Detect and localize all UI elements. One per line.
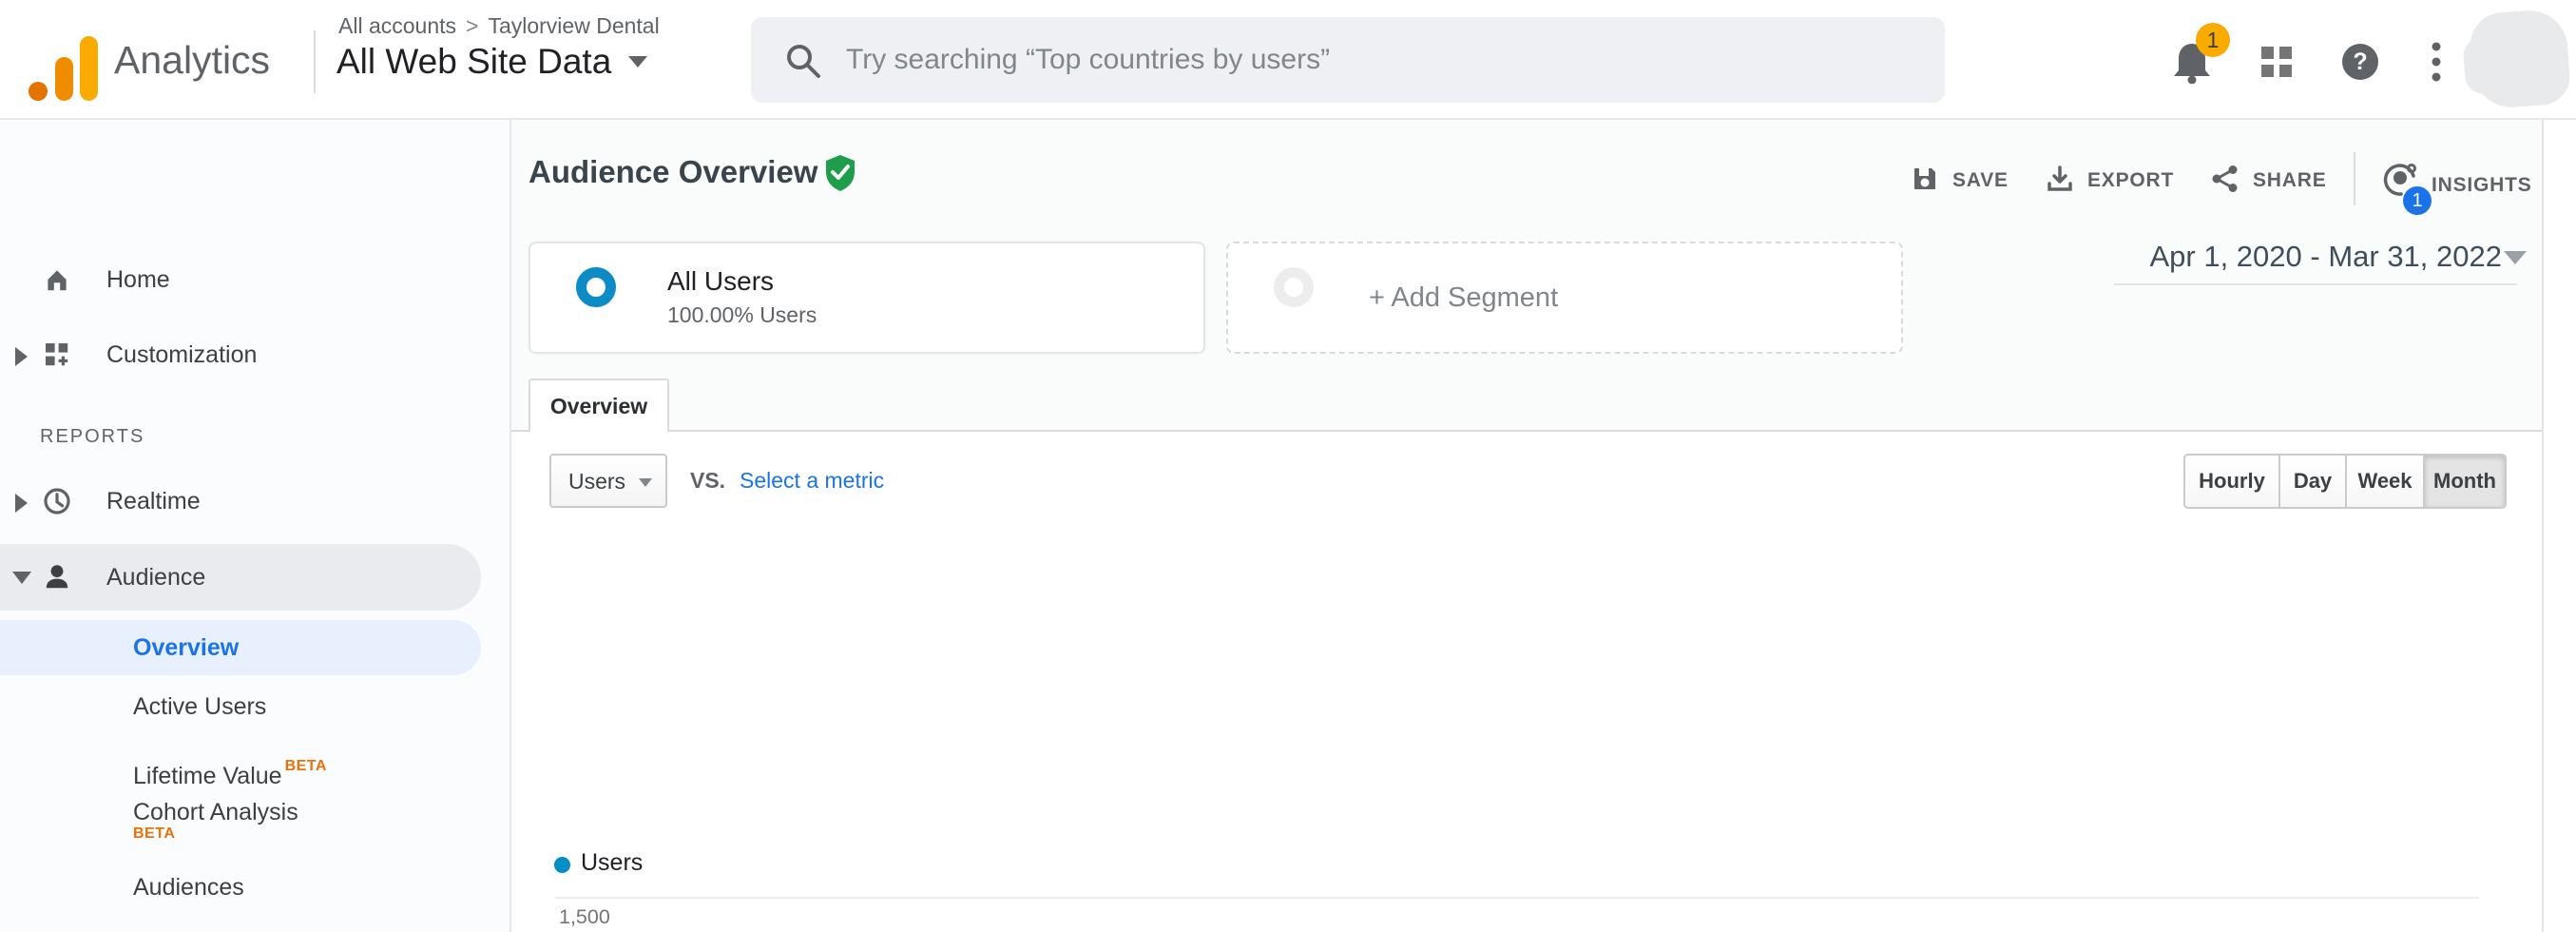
- beta-badge: BETA: [133, 825, 176, 842]
- search-input[interactable]: [846, 17, 1911, 103]
- logo-bar-dot: [29, 82, 48, 101]
- more-vertical-icon[interactable]: [2430, 40, 2443, 84]
- sidebar-item-user-explorer[interactable]: User Explorer: [0, 923, 481, 932]
- breadcrumb-separator: >: [466, 13, 479, 38]
- sidebar-section-reports: REPORTS: [40, 426, 145, 447]
- sidebar-item-label: Customization: [106, 341, 258, 368]
- chevron-down-icon: [2504, 251, 2527, 264]
- legend-users-dot: [554, 857, 570, 873]
- segment-subtitle: 100.00% Users: [667, 302, 817, 327]
- sidebar-item-label: Active Users: [133, 693, 267, 720]
- sidebar-item-active-users[interactable]: Active Users: [0, 680, 481, 733]
- add-segment-label: + Add Segment: [1369, 282, 1559, 313]
- save-icon: [1914, 168, 1935, 189]
- share-icon: [2212, 165, 2238, 192]
- share-button[interactable]: SHARE: [2211, 162, 2327, 200]
- customization-icon: [46, 343, 68, 366]
- home-icon: [48, 270, 67, 291]
- main-content: Audience Overview SAVE EXPORT SHARE: [511, 120, 2576, 932]
- actions-divider: [2354, 152, 2355, 205]
- sidebar-item-cohort-analysis[interactable]: Cohort Analysis BETA: [0, 791, 481, 858]
- granularity-group: Hourly Day Week Month: [2183, 454, 2507, 509]
- download-icon: [2047, 165, 2072, 191]
- clock-icon: [44, 488, 70, 515]
- granularity-month-button[interactable]: Month: [2425, 456, 2505, 507]
- sidebar: Home Customization REPORTS Realtime Audi…: [0, 120, 511, 932]
- page-title: Audience Overview: [529, 154, 818, 189]
- app-header: Analytics All accounts > Taylorview Dental…: [0, 0, 2576, 120]
- chevron-down-icon: [639, 478, 652, 487]
- insights-button[interactable]: INSIGHTS: [2382, 162, 2532, 200]
- expand-right-icon[interactable]: [15, 494, 28, 513]
- svg-text:?: ?: [2353, 49, 2367, 75]
- beta-badge: BETA: [284, 758, 327, 774]
- sidebar-item-label: Overview: [133, 634, 240, 661]
- granularity-week-button[interactable]: Week: [2347, 456, 2425, 507]
- chevron-down-icon: [628, 56, 648, 68]
- segment-ring-icon: [576, 267, 616, 307]
- metric-dropdown[interactable]: Users: [549, 454, 667, 508]
- sidebar-item-audiences[interactable]: Audiences: [0, 861, 481, 914]
- date-range-value: Apr 1, 2020 - Mar 31, 2022: [2149, 240, 2502, 273]
- vs-label: VS.: [690, 468, 726, 493]
- granularity-hourly-button[interactable]: Hourly: [2185, 456, 2280, 507]
- export-button[interactable]: EXPORT: [2046, 162, 2174, 200]
- sidebar-item-lifetime-value[interactable]: Lifetime Value BETA: [0, 740, 481, 793]
- export-label: EXPORT: [2087, 169, 2175, 191]
- logo-bar-mid: [55, 57, 73, 101]
- content-right-border: [2542, 120, 2544, 932]
- insights-badge: 1: [2403, 186, 2432, 215]
- expand-right-icon[interactable]: [15, 347, 28, 366]
- save-label: SAVE: [1952, 169, 2009, 191]
- global-search: [751, 17, 1945, 103]
- save-button[interactable]: SAVE: [1911, 162, 2009, 200]
- help-icon[interactable]: ?: [2340, 42, 2380, 82]
- header-divider: [314, 30, 316, 93]
- metric-dropdown-value: Users: [568, 469, 626, 494]
- person-icon: [46, 565, 68, 589]
- sidebar-item-label: Realtime: [106, 488, 201, 515]
- sidebar-item-home[interactable]: Home: [0, 253, 481, 306]
- account-avatar[interactable]: [2468, 8, 2572, 110]
- logo-bar-tall: [80, 36, 98, 101]
- expand-down-icon[interactable]: [12, 572, 31, 584]
- users-line-chart[interactable]: 5001,0001,50020212022: [511, 881, 2546, 932]
- select-metric-link[interactable]: Select a metric: [740, 468, 885, 493]
- property-name: All Web Site Data: [336, 42, 612, 81]
- apps-grid-icon[interactable]: [2259, 44, 2295, 80]
- sidebar-item-label: Cohort Analysis: [133, 799, 298, 825]
- legend-users-label: Users: [581, 849, 644, 876]
- svg-text:1,500: 1,500: [559, 905, 610, 928]
- sidebar-item-overview[interactable]: Overview: [0, 620, 481, 675]
- sidebar-item-label: Audience: [106, 564, 206, 591]
- granularity-day-button[interactable]: Day: [2280, 456, 2347, 507]
- breadcrumb-all-accounts[interactable]: All accounts: [338, 13, 457, 38]
- tab-overview[interactable]: Overview: [529, 379, 669, 432]
- search-icon: [787, 45, 820, 78]
- property-selector[interactable]: All Web Site Data: [336, 42, 648, 82]
- breadcrumb: All accounts > Taylorview Dental: [338, 13, 660, 39]
- notifications-badge: 1: [2196, 23, 2230, 57]
- sidebar-item-label: Lifetime Value BETA: [133, 758, 327, 789]
- insights-label: INSIGHTS: [2432, 174, 2532, 196]
- sidebar-item-customization[interactable]: Customization: [0, 328, 481, 381]
- add-segment-button[interactable]: + Add Segment: [1226, 242, 1903, 354]
- sidebar-item-label: Audiences: [133, 874, 244, 901]
- segment-title: All Users: [667, 266, 775, 296]
- panel-border: [511, 430, 2542, 432]
- insights-icon: [2383, 164, 2416, 196]
- breadcrumb-account[interactable]: Taylorview Dental: [488, 13, 660, 38]
- segment-ring-icon: [1274, 267, 1314, 307]
- sidebar-item-label: Home: [106, 266, 170, 293]
- sidebar-item-realtime[interactable]: Realtime: [0, 475, 481, 528]
- brand-name: Analytics: [114, 38, 271, 82]
- segment-all-users[interactable]: All Users 100.00% Users: [529, 242, 1205, 354]
- sidebar-item-audience[interactable]: Audience: [0, 544, 481, 611]
- share-label: SHARE: [2253, 169, 2327, 191]
- sidebar-item-label: User Explorer: [133, 923, 279, 932]
- scrollbar-gutter[interactable]: [2544, 120, 2576, 932]
- verified-shield-icon: [826, 155, 855, 191]
- date-range-underline: [2114, 283, 2517, 285]
- report-panel: Users VS. Select a metric Hourly Day Wee…: [511, 432, 2542, 932]
